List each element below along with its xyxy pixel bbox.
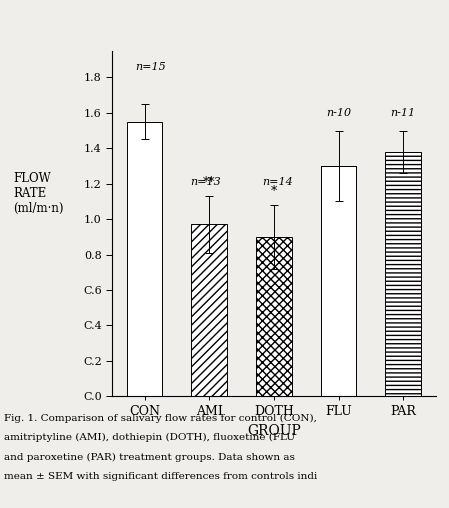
- Text: n-11: n-11: [391, 108, 416, 118]
- Bar: [191, 225, 227, 396]
- Bar: [256, 237, 292, 396]
- Text: n-10: n-10: [326, 108, 351, 118]
- Bar: [385, 152, 421, 396]
- Bar: [321, 166, 357, 396]
- Text: Fig. 1. Comparison of salivary flow rates for control (CON),: Fig. 1. Comparison of salivary flow rate…: [4, 414, 317, 423]
- Text: FLOW
RATE
(ml/m·n): FLOW RATE (ml/m·n): [13, 172, 64, 214]
- Text: *: *: [271, 185, 277, 198]
- Text: amitriptyline (AMI), dothiepin (DOTH), fluoxetine (FLU: amitriptyline (AMI), dothiepin (DOTH), f…: [4, 433, 295, 442]
- Text: **: **: [203, 176, 216, 189]
- Text: n=15: n=15: [135, 62, 166, 72]
- Text: n=13: n=13: [191, 177, 221, 187]
- Text: mean ± SEM with significant differences from controls indi: mean ± SEM with significant differences …: [4, 472, 318, 481]
- Bar: [127, 121, 163, 396]
- Text: and paroxetine (PAR) treatment groups. Data shown as: and paroxetine (PAR) treatment groups. D…: [4, 453, 295, 462]
- Text: n=14: n=14: [262, 177, 292, 187]
- X-axis label: GROUP: GROUP: [247, 424, 301, 438]
